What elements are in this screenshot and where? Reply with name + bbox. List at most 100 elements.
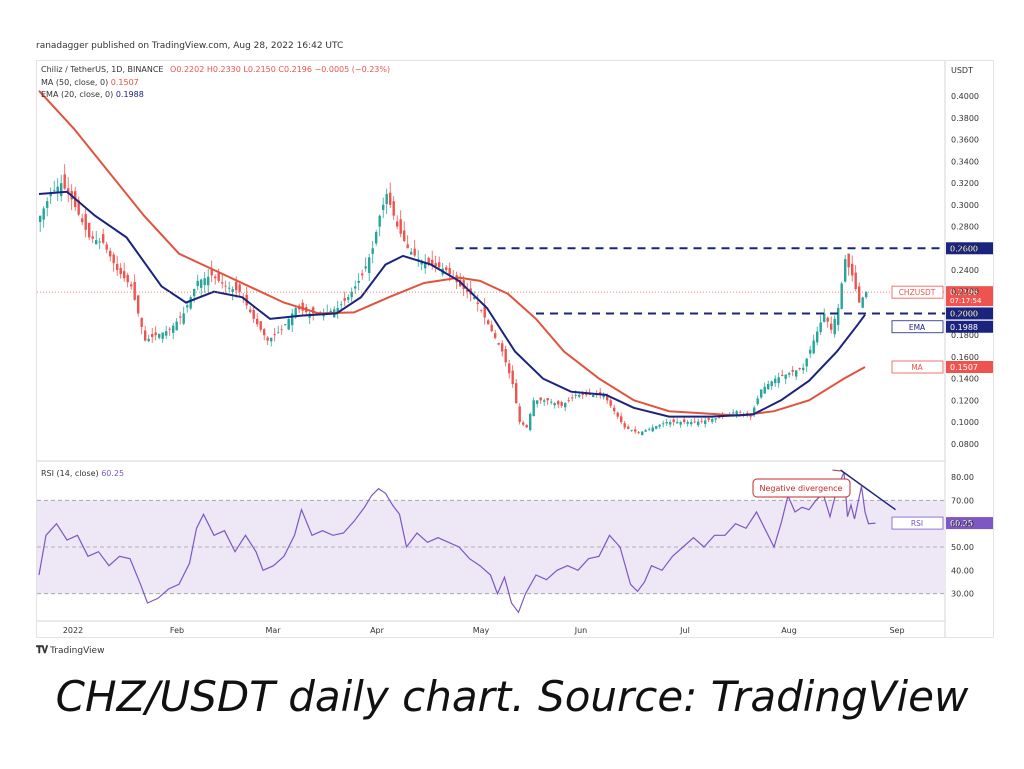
candle-body xyxy=(109,250,112,257)
time-axis-label: Sep xyxy=(889,626,904,635)
candle-body xyxy=(399,219,402,234)
time-axis-label: Feb xyxy=(170,626,184,635)
candle-body xyxy=(592,394,595,398)
candle-body xyxy=(679,422,682,425)
candle-body xyxy=(273,334,276,336)
candle-body xyxy=(508,363,511,374)
candle-body xyxy=(81,218,84,223)
annotation-box xyxy=(752,478,851,498)
candle-body xyxy=(760,389,763,398)
candle-body xyxy=(578,394,581,397)
price-tick-label: 0.3600 xyxy=(951,136,979,145)
rsi-tick-label: 40.00 xyxy=(951,566,974,575)
price-tick-label: 0.1000 xyxy=(951,418,979,427)
candle-body xyxy=(585,393,588,395)
rsi-legend: RSI (14, close) 60.25 xyxy=(41,469,124,478)
candle-body xyxy=(539,397,542,401)
candle-body xyxy=(350,291,353,298)
candle-body xyxy=(200,279,203,288)
candle-body xyxy=(564,403,567,408)
candle-body xyxy=(693,421,696,423)
candle-body xyxy=(763,386,766,394)
candle-body xyxy=(445,267,448,270)
candle-body xyxy=(690,422,693,425)
candle-body xyxy=(700,420,703,422)
candle-body xyxy=(550,401,553,403)
badge-tag-box xyxy=(891,320,944,334)
price-badge xyxy=(946,360,993,373)
candle-body xyxy=(403,230,406,242)
candle-body xyxy=(189,297,192,309)
candle-body xyxy=(294,308,297,318)
candle-body xyxy=(532,400,535,417)
candle-body xyxy=(39,215,42,222)
candle-body xyxy=(95,240,98,245)
chart-frame[interactable]: Negative divergence 0.2600 CHZUSDT 0.2196 07… xyxy=(36,60,994,638)
candle-body xyxy=(571,397,574,399)
candle-body xyxy=(102,234,105,243)
time-axis-label: Mar xyxy=(265,626,281,635)
price-rsi-chart[interactable]: Negative divergence 0.2600 CHZUSDT 0.219607… xyxy=(37,61,993,637)
candle-body xyxy=(497,343,500,345)
candle-body xyxy=(683,419,686,423)
candle-body xyxy=(228,287,231,289)
candle-body xyxy=(210,269,213,276)
candle-body xyxy=(616,412,619,417)
price-badge xyxy=(946,307,993,320)
candle-body xyxy=(182,313,185,324)
candle-body xyxy=(816,331,819,343)
price-tick-label: 0.3400 xyxy=(951,157,979,166)
candle-body xyxy=(434,263,437,266)
candle-body xyxy=(788,373,791,375)
rsi-line xyxy=(38,472,876,614)
candle-body xyxy=(340,304,343,306)
candle-body xyxy=(424,261,427,269)
candle-body xyxy=(732,412,735,414)
price-axis-label: USDT xyxy=(951,66,973,75)
candle-body xyxy=(385,193,388,205)
candle-body xyxy=(287,318,290,330)
candle-body xyxy=(256,318,259,325)
candle-body xyxy=(480,309,483,311)
candle-body xyxy=(175,321,178,331)
rsi-tick-label: 30.00 xyxy=(951,590,974,599)
candle-body xyxy=(140,317,143,328)
candle-body xyxy=(809,349,812,354)
candle-body xyxy=(525,424,528,428)
candle-body xyxy=(252,309,255,319)
ma-label: MA (50, close, 0) xyxy=(41,78,109,87)
candle-body xyxy=(378,215,381,227)
candle-body xyxy=(368,257,371,274)
tv-logo-text: TradingView xyxy=(50,646,105,656)
candle-body xyxy=(711,419,714,422)
candle-body xyxy=(105,244,108,250)
candle-body xyxy=(777,377,780,384)
candle-body xyxy=(130,284,133,287)
candle-body xyxy=(133,281,136,300)
price-axis: 0.4000 0.3800 0.3600 0.3400 0.3200 0.3000 0.28… xyxy=(63,66,979,635)
candle-body xyxy=(249,309,252,313)
candle-body xyxy=(88,222,91,238)
time-axis-label: Jun xyxy=(574,626,588,635)
candle-body xyxy=(329,310,332,314)
candle-body xyxy=(179,316,182,318)
price-badge xyxy=(946,286,993,307)
tv-logo-icon: 𝐓𝐕 xyxy=(36,645,48,656)
candle-body xyxy=(490,324,493,332)
candle-body xyxy=(749,415,752,417)
candle-body xyxy=(641,431,644,436)
candle-body xyxy=(861,297,864,308)
candle-body xyxy=(858,286,861,303)
badge-tag-label: MA xyxy=(911,363,923,372)
candle-body xyxy=(802,367,805,371)
price-tick-label: 0.2200 xyxy=(951,288,979,297)
candle-body xyxy=(193,289,196,297)
candle-body xyxy=(648,428,651,430)
candle-body xyxy=(515,383,518,404)
candle-body xyxy=(42,208,45,220)
candle-body xyxy=(84,214,87,230)
candle-body xyxy=(718,417,721,419)
candle-body xyxy=(707,418,710,420)
candle-body xyxy=(413,248,416,256)
candle-body xyxy=(389,192,392,205)
